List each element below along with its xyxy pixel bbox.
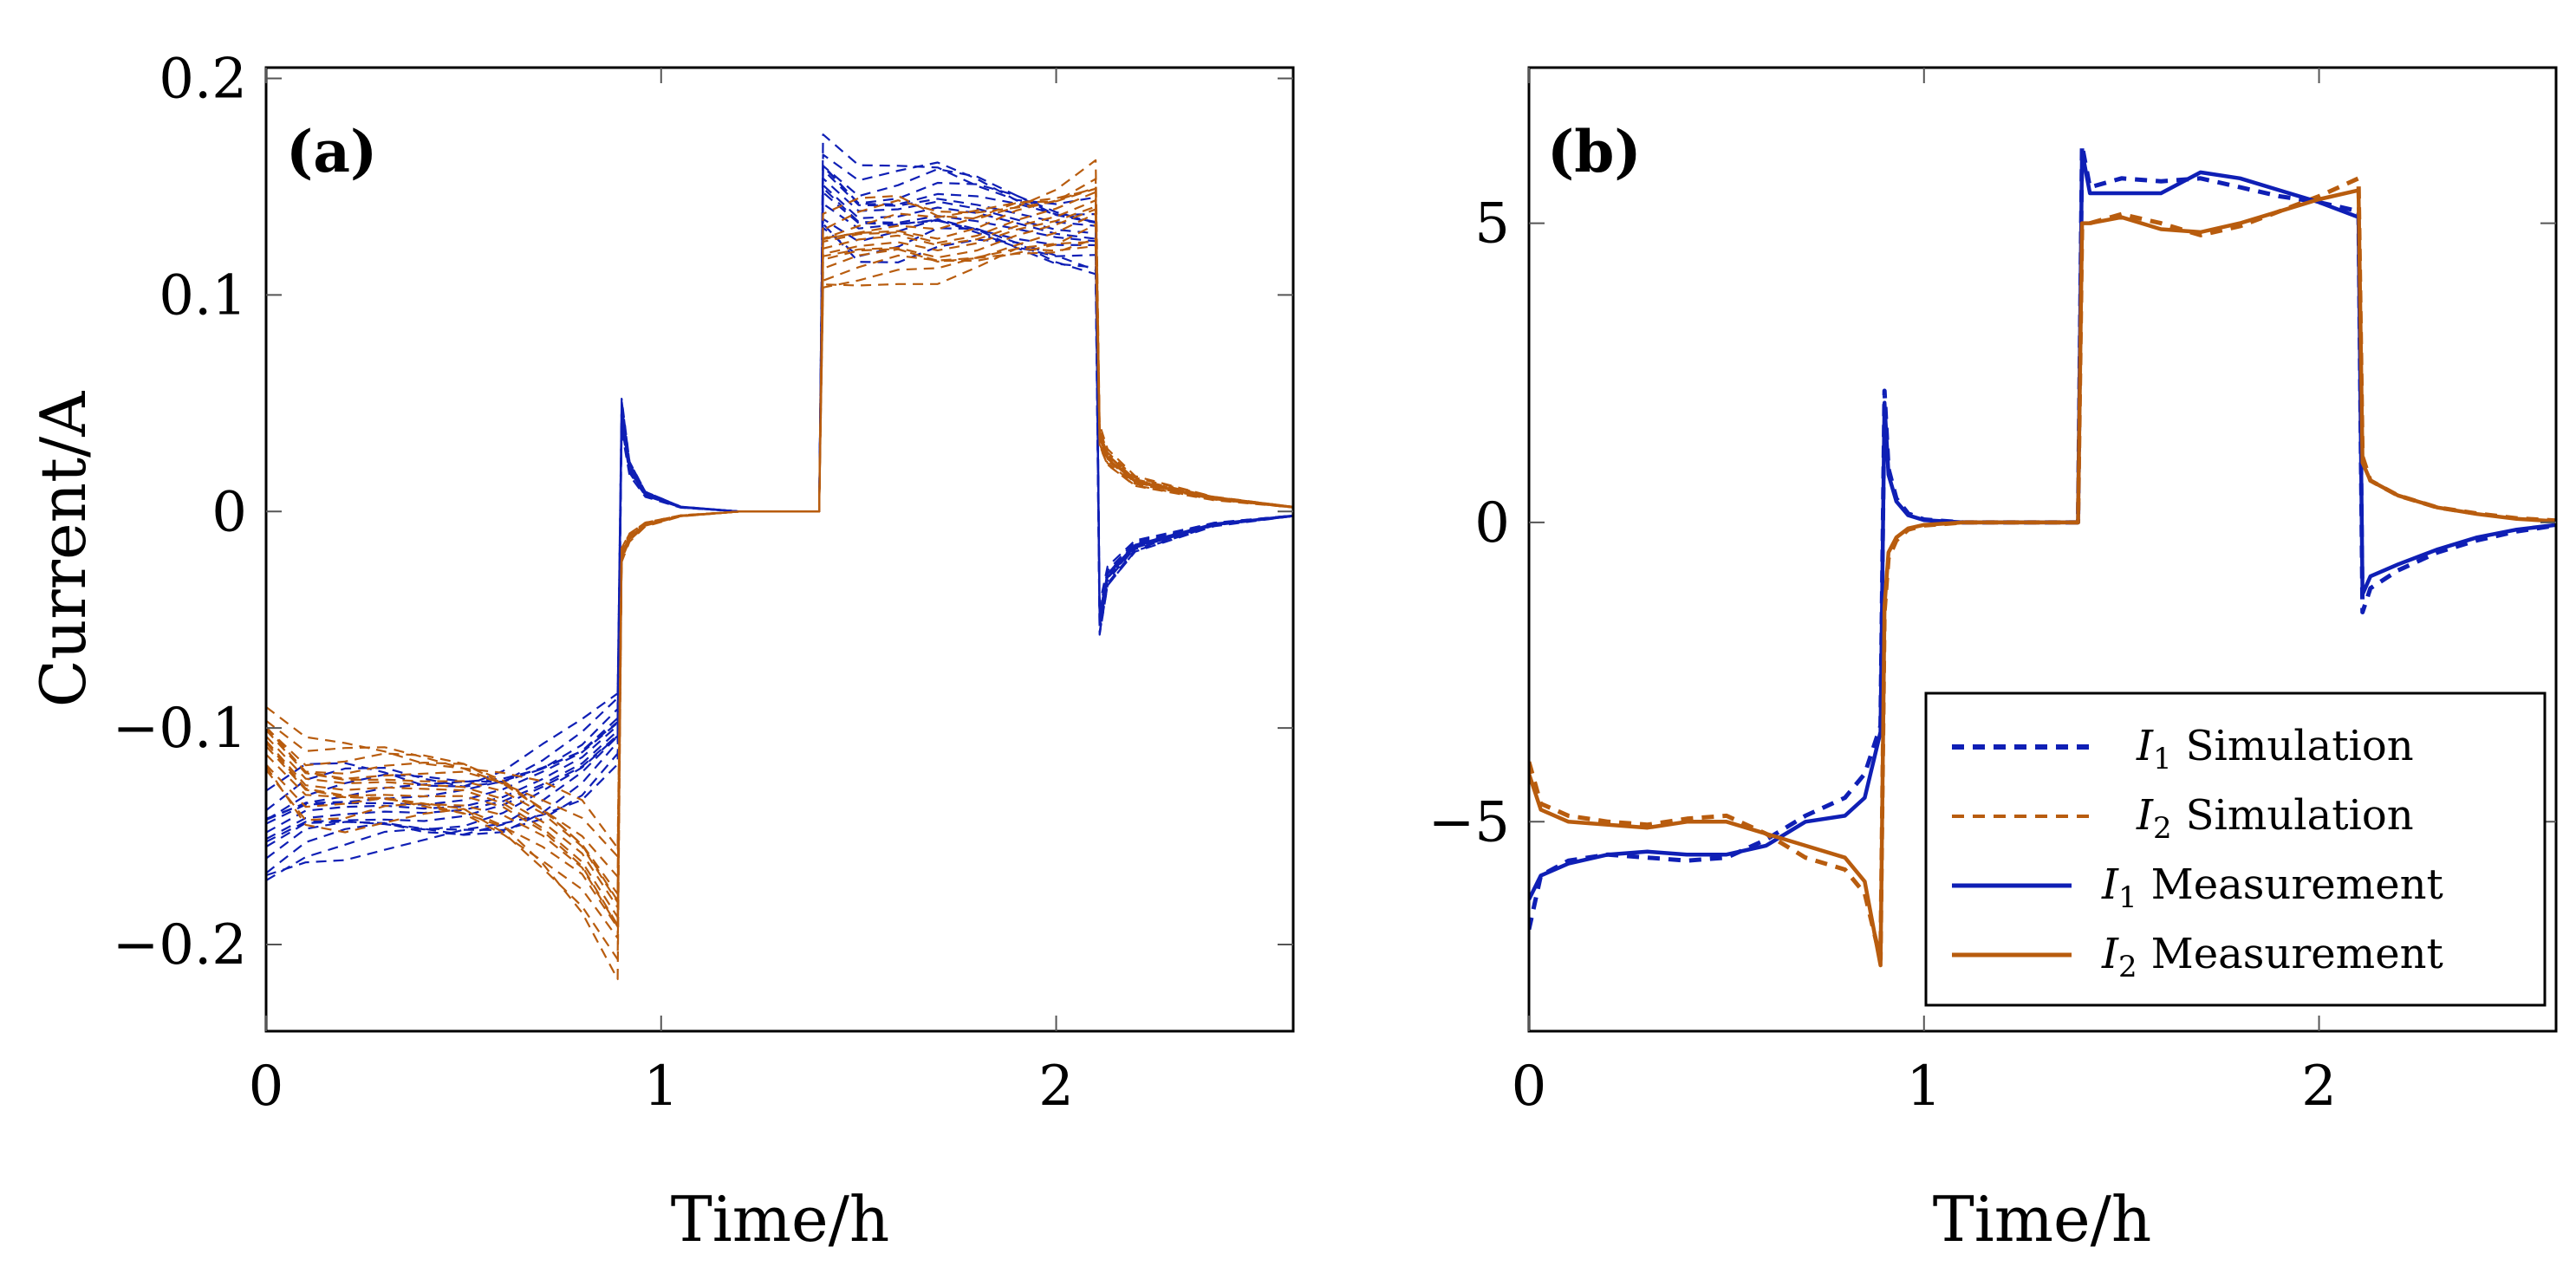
legend-sub-i2-sim: 2 bbox=[2153, 811, 2172, 846]
xtick-label-1: 1 bbox=[643, 1055, 679, 1119]
panel-a: 0 1 2 −0.2 −0.1 0 0.1 0.2 (a) Time/h Current/A bbox=[27, 47, 1295, 1256]
ytick-label-2: 5 bbox=[1474, 192, 1510, 256]
panel-b-label: (b) bbox=[1547, 118, 1642, 185]
plot-b-area bbox=[1529, 143, 2556, 968]
series-1-trace-5 bbox=[266, 208, 1293, 926]
xtick-label-1: 1 bbox=[1906, 1055, 1942, 1119]
series-0-trace-7 bbox=[266, 177, 1293, 834]
panel-0-series-group bbox=[266, 133, 1293, 981]
legend-text-i2-meas: Measurement bbox=[2151, 930, 2443, 978]
xtick-label-2: 2 bbox=[1038, 1055, 1074, 1119]
xtick-label-2: 2 bbox=[2301, 1055, 2337, 1119]
legend-text-i1-sim: Simulation bbox=[2186, 722, 2414, 770]
panel-b: 0 1 2−505 (b) Time/h I1 Simulation I2 Simula… bbox=[1428, 66, 2558, 1256]
series-1-trace-1 bbox=[266, 244, 1293, 961]
panel-b-xlabel: Time/h bbox=[1933, 1183, 2152, 1256]
series-0-trace-0 bbox=[266, 223, 1293, 877]
legend-var-i2-sim: I bbox=[2136, 791, 2154, 840]
series-1-trace-3 bbox=[266, 224, 1293, 929]
series-0-trace-1 bbox=[266, 226, 1293, 881]
series-0-trace-3 bbox=[266, 203, 1293, 860]
panel-a-ylabel: Current/A bbox=[27, 391, 100, 707]
legend: I1 Simulation I2 Simulation I1 Measurement … bbox=[1924, 691, 2547, 1007]
legend-text-i2-sim: Simulation bbox=[2186, 791, 2414, 840]
xtick-label-0: 0 bbox=[1512, 1055, 1547, 1119]
xtick-label-0: 0 bbox=[249, 1055, 284, 1119]
legend-sub-i2-meas: 2 bbox=[2118, 950, 2137, 984]
series-1-trace-0 bbox=[266, 240, 1293, 981]
series-1-trace-4 bbox=[266, 212, 1293, 928]
panel-a-label: (a) bbox=[286, 118, 377, 185]
legend-sub-i1-sim: 1 bbox=[2153, 742, 2172, 776]
panel-a-ticks: 0 1 2 −0.2 −0.1 0 0.1 0.2 bbox=[113, 47, 1293, 1119]
legend-entry-i2-measurement: I2 Measurement bbox=[1952, 930, 2443, 984]
panel-b-frame bbox=[1527, 66, 2558, 1033]
series-1-trace-9 bbox=[266, 186, 1293, 902]
legend-entry-i2-simulation: I2 Simulation bbox=[1952, 791, 2414, 846]
ytick-label-1: −0.1 bbox=[113, 697, 247, 761]
series-1-trace-13 bbox=[266, 159, 1293, 849]
ytick-label-2: 0 bbox=[211, 480, 247, 544]
series-0-trace-8 bbox=[266, 168, 1293, 825]
legend-entry-i1-simulation: I1 Simulation bbox=[1952, 722, 2414, 776]
series-1-trace-6 bbox=[266, 205, 1293, 919]
panel-a-frame bbox=[264, 66, 1295, 1033]
series-0-trace-10 bbox=[266, 166, 1293, 821]
panel-a-xlabel: Time/h bbox=[671, 1183, 890, 1256]
legend-entry-i1-measurement: I1 Measurement bbox=[1952, 860, 2443, 915]
ytick-label-4: 0.2 bbox=[159, 47, 247, 111]
legend-sub-i1-meas: 1 bbox=[2118, 880, 2137, 915]
series-1-trace-2 bbox=[266, 237, 1293, 939]
series-0-trace-9 bbox=[266, 164, 1293, 820]
ytick-label-3: 0.1 bbox=[159, 263, 247, 328]
series-1-trace-7 bbox=[266, 199, 1293, 909]
series-0-trace-11 bbox=[266, 165, 1293, 821]
legend-var-i1-sim: I bbox=[2136, 722, 2154, 770]
plot-a-area bbox=[266, 133, 1293, 981]
ytick-label-0: −5 bbox=[1428, 790, 1510, 854]
ytick-label-0: −0.2 bbox=[113, 913, 247, 977]
legend-text-i1-meas: Measurement bbox=[2151, 860, 2443, 909]
panel-b-ticks: 0 1 2−505 bbox=[1428, 68, 2556, 1119]
series-3-line bbox=[1529, 188, 2556, 968]
ytick-label-1: 0 bbox=[1474, 491, 1510, 555]
legend-var-i1-meas: I bbox=[2101, 860, 2119, 909]
panel-1-series-group bbox=[1529, 143, 2556, 968]
series-1-trace-12 bbox=[266, 178, 1293, 858]
series-0-trace-4 bbox=[266, 192, 1293, 848]
series-0-trace-5 bbox=[266, 187, 1293, 843]
legend-var-i2-meas: I bbox=[2101, 930, 2119, 978]
series-0-trace-13 bbox=[266, 133, 1293, 792]
